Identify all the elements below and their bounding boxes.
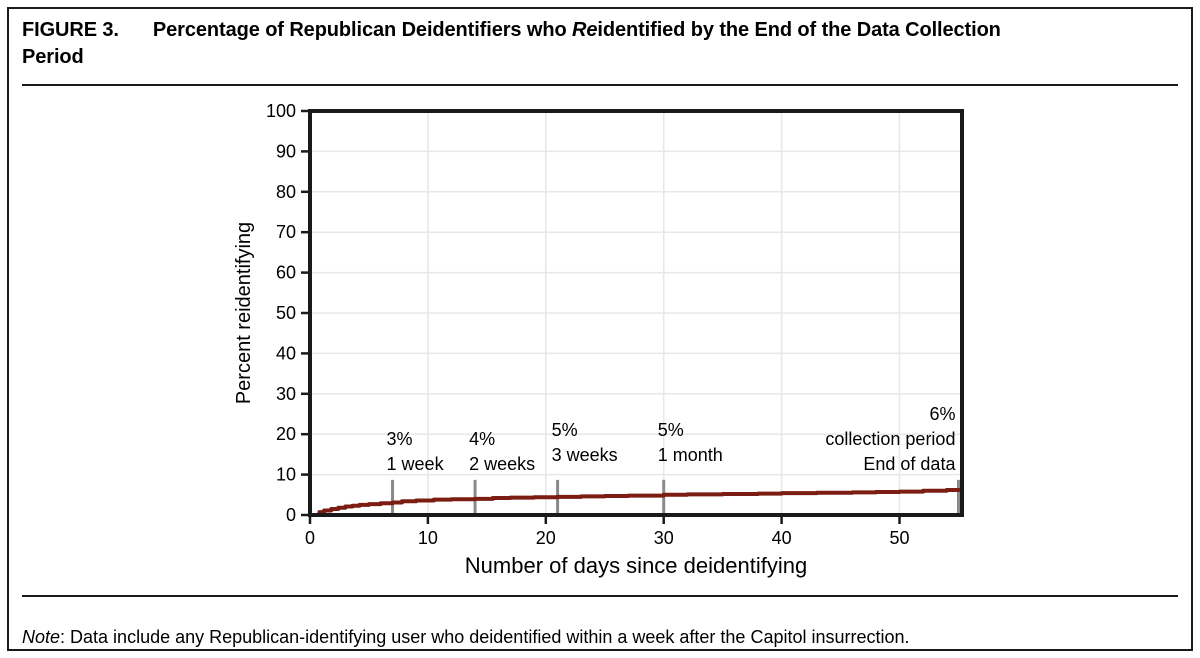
- title-text-italic: Re: [572, 19, 598, 41]
- y-tick-label: 20: [276, 424, 296, 444]
- annotation-line: 3 weeks: [552, 445, 618, 465]
- y-tick-label: 0: [286, 505, 296, 525]
- annotation-line: 6%: [929, 404, 955, 424]
- y-tick-label: 40: [276, 343, 296, 363]
- figure-title: FIGURE 3. Percentage of Republican Deiden…: [22, 17, 1178, 71]
- annotation-line: 1 month: [658, 445, 723, 465]
- x-tick-label: 40: [772, 528, 792, 548]
- y-tick-label: 10: [276, 465, 296, 485]
- x-tick-label: 30: [654, 528, 674, 548]
- annotation-line: 5%: [552, 420, 578, 440]
- reidentifying-curve: [310, 487, 964, 517]
- tick-labels: 0 10 20 30 40 50 60 70 80 90 100 0 10 20 30 40 50: [266, 101, 910, 548]
- figure-label: FIGURE 3.: [22, 19, 119, 41]
- survival-step-chart: 0 10 20 30 40 50 60 70 80 90 100 0 10 20 30 40 50 Number …: [233, 101, 964, 578]
- annotation-line: 4%: [469, 429, 495, 449]
- y-tick-label: 100: [266, 101, 296, 121]
- title-text-pre: Percentage of Republican Deidentifiers w…: [152, 19, 573, 41]
- annotation-line: End of data: [863, 454, 956, 474]
- note-label: Note: [22, 627, 61, 647]
- divider-bottom: [22, 595, 1178, 597]
- milestone-annotation: 3 weeks 5%: [552, 420, 618, 465]
- milestone-ticks: [391, 479, 960, 514]
- y-tick-label: 90: [276, 141, 296, 161]
- annotation-line: collection period: [825, 429, 955, 449]
- y-tick-label: 60: [276, 263, 296, 283]
- x-tick-label: 20: [536, 528, 556, 548]
- annotations: 1 week 3% 2 weeks 4% 3 weeks 5% 1 month 5% End o…: [387, 404, 957, 474]
- figure-title-line1: FIGURE 3. Percentage of Republican Deiden…: [22, 17, 1178, 44]
- x-axis-title: Number of days since deidentifying: [465, 553, 807, 578]
- figure-note: Note: Data include any Republican-identi…: [22, 625, 1172, 649]
- axis-ticks: [301, 109, 901, 524]
- milestone-annotation: 1 week 3%: [387, 429, 445, 474]
- note-text: : Data include any Republican-identifyin…: [60, 627, 910, 647]
- milestone-annotation: End of data collection period 6%: [825, 404, 956, 474]
- y-axis-title: Percent reidentifying: [233, 222, 255, 404]
- gridlines: [310, 111, 962, 515]
- x-tick-label: 10: [418, 528, 438, 548]
- y-tick-label: 50: [276, 303, 296, 323]
- annotation-line: 2 weeks: [469, 454, 535, 474]
- title-text-post: identified by the End of the Data Collec…: [597, 19, 1001, 41]
- divider-top: [22, 84, 1178, 86]
- annotation-line: 1 week: [387, 454, 445, 474]
- y-tick-label: 70: [276, 222, 296, 242]
- milestone-annotation: 2 weeks 4%: [469, 429, 535, 474]
- y-tick-label: 30: [276, 384, 296, 404]
- annotation-line: 5%: [658, 420, 684, 440]
- y-tick-label: 80: [276, 182, 296, 202]
- plot-border: [308, 109, 964, 517]
- milestone-annotation: 1 month 5%: [658, 420, 723, 465]
- annotation-line: 3%: [387, 429, 413, 449]
- x-tick-label: 0: [305, 528, 315, 548]
- x-tick-label: 50: [889, 528, 909, 548]
- figure-title-line2: Period: [22, 46, 84, 68]
